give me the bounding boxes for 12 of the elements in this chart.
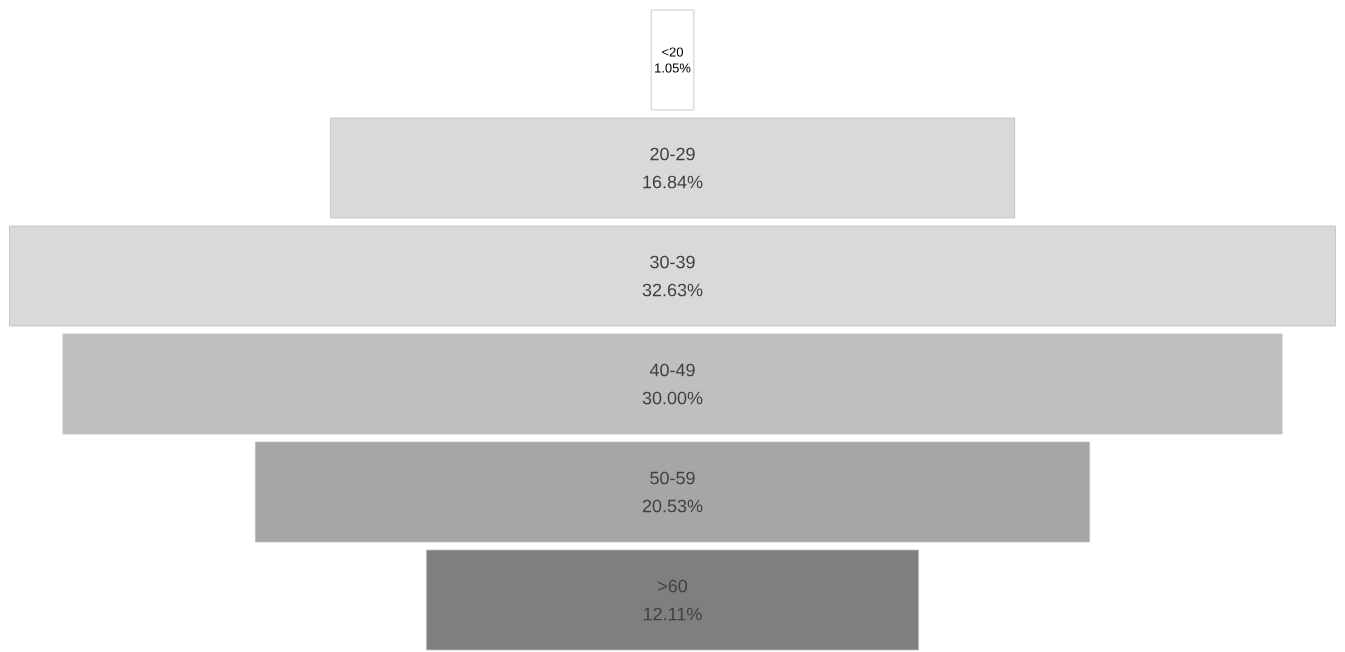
data-label: 32.63% <box>642 283 703 297</box>
category-label: 20-29 <box>650 147 695 161</box>
data-label: 12.11% <box>644 607 702 621</box>
data-label: 1.05% <box>655 63 691 73</box>
data-label: 30.00% <box>642 391 703 405</box>
data-label: 16.84% <box>643 175 703 189</box>
data-label: 20.53% <box>642 499 703 513</box>
category-label: 40-49 <box>649 363 695 377</box>
category-label: 50-59 <box>650 471 695 485</box>
category-label: >60 <box>658 579 688 593</box>
category-label: 30-39 <box>650 255 695 269</box>
category-label: <20 <box>662 47 684 57</box>
